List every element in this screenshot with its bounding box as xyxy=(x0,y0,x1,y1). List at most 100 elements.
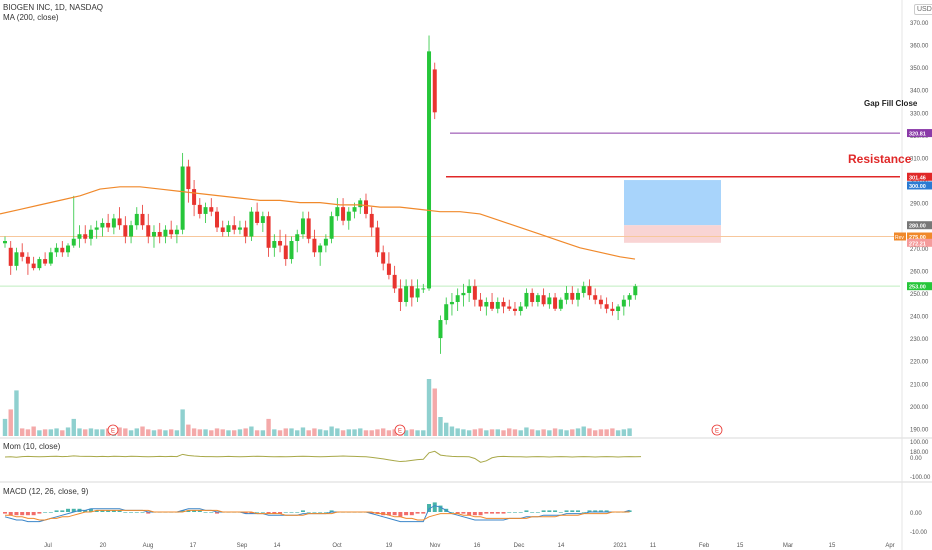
volume-bar xyxy=(54,428,59,436)
candle-body xyxy=(100,222,105,228)
candle-body xyxy=(427,51,432,289)
candle-body xyxy=(610,308,615,312)
macd-hist-bar xyxy=(8,512,13,516)
mom-line xyxy=(4,450,642,463)
volume-bar xyxy=(77,428,82,436)
macd-hist-bar xyxy=(31,512,36,516)
entry-tag xyxy=(907,221,932,230)
macd-hist-bar xyxy=(547,510,552,512)
resistance-tag-label: 301.46 xyxy=(909,175,926,181)
time-tick-label: Aug xyxy=(143,543,154,549)
volume-bar xyxy=(369,430,374,436)
volume-bar xyxy=(300,427,306,436)
currency-badge[interactable]: USD xyxy=(914,4,932,15)
candle-body xyxy=(478,299,483,307)
candle-body xyxy=(83,234,88,239)
candle-body xyxy=(283,245,288,260)
volume-bar xyxy=(60,430,65,436)
candle-body xyxy=(449,301,454,305)
time-tick-label: 15 xyxy=(829,543,836,549)
macd-hist-bar xyxy=(518,512,523,513)
candle-body xyxy=(444,304,449,321)
candle-body xyxy=(404,286,409,302)
macd-hist-bar xyxy=(598,510,603,512)
price-axis: 370.00360.00350.00340.00330.00320.00310.… xyxy=(107,21,932,536)
volume-bar xyxy=(340,430,346,436)
volume-bar xyxy=(168,429,174,436)
volume-bar xyxy=(415,430,420,436)
volume-bar xyxy=(449,426,455,436)
volume-bar xyxy=(403,430,409,436)
candle-body xyxy=(346,211,351,221)
time-tick-label: 15 xyxy=(737,543,744,549)
candle-body xyxy=(169,229,174,235)
volume-bar xyxy=(512,429,518,436)
volume-bar xyxy=(346,429,351,436)
macd-hist-bar xyxy=(266,512,271,514)
volume-bar xyxy=(598,429,604,436)
candle-body xyxy=(587,286,592,296)
candle-body xyxy=(409,286,414,298)
candle-body xyxy=(43,259,48,264)
macd-hist-bar xyxy=(467,512,472,516)
candle-body xyxy=(134,213,139,226)
candle-body xyxy=(375,227,380,253)
candle-body xyxy=(278,241,283,246)
volume-bar xyxy=(2,418,8,436)
candle-body xyxy=(48,252,53,264)
macd-hist-bar xyxy=(438,505,443,512)
candle-body xyxy=(312,238,317,253)
macd-hist-bar xyxy=(576,510,580,512)
ma-flag-label: Rev xyxy=(895,235,904,241)
macd-hist-bar xyxy=(449,512,454,513)
candle-body xyxy=(398,288,403,302)
macd-hist-bar xyxy=(495,512,500,514)
macd-hist-bar xyxy=(558,512,563,513)
volume-bar xyxy=(249,426,254,436)
macd-hist-bar xyxy=(88,508,93,512)
macd-hist-bar xyxy=(289,512,294,513)
price-tick-label: 370.00 xyxy=(910,21,929,27)
macd-tick-label: -10.00 xyxy=(910,530,928,536)
macd-hist-bar xyxy=(627,510,632,512)
macd-hist-bar xyxy=(581,512,586,513)
volume-bar xyxy=(432,388,437,436)
candle-body xyxy=(71,238,76,246)
macd-hist-bar xyxy=(375,512,380,514)
candle-body xyxy=(576,292,580,300)
macd-hist-bar xyxy=(25,512,30,516)
volume-bar xyxy=(518,430,523,436)
time-tick-label: Oct xyxy=(332,543,342,549)
candle-body xyxy=(209,207,214,212)
candle-body xyxy=(192,189,197,205)
macd-hist-bar xyxy=(283,512,288,513)
candle-body xyxy=(318,245,323,253)
earnings-marker xyxy=(711,424,723,436)
volume-bar xyxy=(191,428,197,436)
macd-hist-bar xyxy=(215,512,220,514)
volume-bar xyxy=(283,428,288,436)
candle-body xyxy=(25,256,30,264)
time-tick-label: 2021 xyxy=(613,543,627,549)
price-tick-label: 260.00 xyxy=(910,269,929,275)
candle-body xyxy=(581,286,586,293)
time-tick-label: 14 xyxy=(558,543,565,549)
earnings-marker-label: E xyxy=(111,428,115,434)
volume-bar xyxy=(575,428,581,436)
candle-body xyxy=(524,292,529,307)
time-tick-label: Apr xyxy=(885,543,894,549)
position-overlay xyxy=(0,132,900,287)
candle-body xyxy=(363,200,368,214)
gap-tag-label: 320.81 xyxy=(909,132,926,138)
ma-flag xyxy=(894,232,906,241)
price-tick-label: 340.00 xyxy=(910,89,929,95)
macd-hist-bar xyxy=(180,510,185,512)
macd-hist-bar xyxy=(140,512,145,513)
candle-body xyxy=(163,229,168,237)
candle-body xyxy=(66,245,71,253)
candle-body xyxy=(249,211,254,237)
volume-bar xyxy=(627,428,632,436)
volume-bar xyxy=(146,429,151,436)
candle-body xyxy=(88,229,93,239)
